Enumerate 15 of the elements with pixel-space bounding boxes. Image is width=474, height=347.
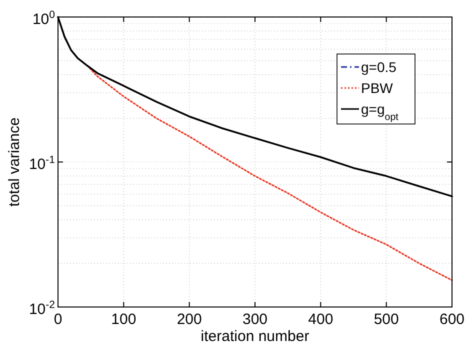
legend-label: g=0.5	[361, 59, 397, 75]
x-axis-title: iteration number	[200, 328, 310, 345]
x-tick-label: 600	[439, 311, 465, 328]
x-tick-label: 300	[242, 311, 268, 328]
x-tick-label: 500	[374, 311, 399, 328]
y-tick-label: 10$^{-1}$	[28, 154, 56, 173]
y-tick-label: 10$^{-2}$	[28, 299, 56, 318]
x-tick-label: 400	[308, 311, 334, 328]
x-tick-label: 200	[176, 311, 202, 328]
x-tick-label: 100	[111, 311, 136, 328]
y-tick-label: 10$^{0}$	[32, 9, 56, 28]
x-tick-label: 0	[54, 311, 62, 328]
y-axis-title: total variance	[6, 117, 23, 207]
legend-label: g=g$_{opt}$	[361, 101, 399, 122]
legend-label: PBW	[361, 80, 394, 96]
